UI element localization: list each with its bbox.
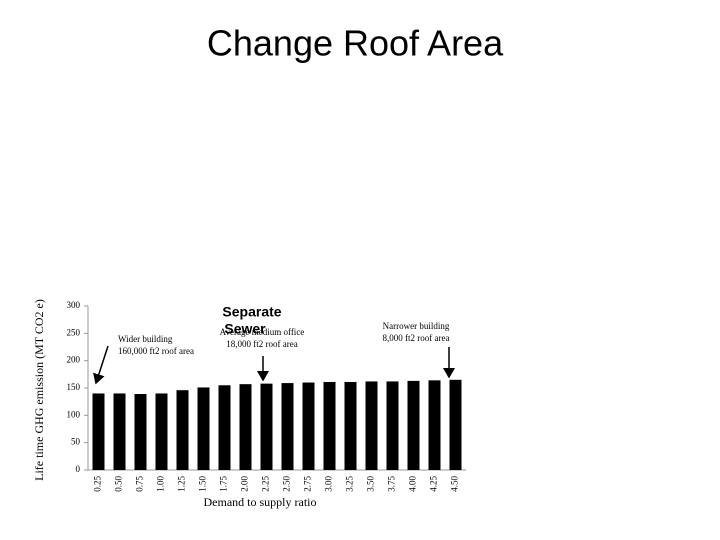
x-tick-label: 0.50 — [114, 476, 124, 492]
y-tick-label: 150 — [67, 382, 81, 392]
x-tick-label: 0.75 — [135, 476, 145, 492]
y-tick-label: 250 — [67, 327, 81, 337]
bar — [134, 394, 147, 470]
bar — [176, 390, 189, 470]
bar — [281, 383, 294, 470]
x-tick-label: 4.25 — [429, 476, 439, 492]
x-tick-label: 1.25 — [177, 476, 187, 492]
annotation: 8,000 ft2 roof area — [383, 333, 450, 343]
annotation: Wider building — [118, 334, 173, 344]
y-tick-label: 0 — [76, 464, 81, 474]
subtitle: Separate — [222, 304, 281, 320]
y-tick-label: 50 — [71, 437, 81, 447]
slide-title: Change Roof Area — [207, 23, 504, 64]
x-tick-label: 3.25 — [345, 476, 355, 492]
bar — [92, 393, 105, 470]
bar — [449, 379, 462, 470]
bar — [323, 381, 336, 470]
bar — [407, 380, 420, 470]
x-tick-label: 2.50 — [282, 476, 292, 492]
bar — [197, 387, 210, 470]
annotation: 160,000 ft2 roof area — [118, 346, 194, 356]
annotation: Narrower building — [383, 321, 450, 331]
x-tick-label: 3.75 — [387, 476, 397, 492]
bar — [386, 381, 399, 470]
x-tick-label: 1.75 — [219, 476, 229, 492]
bar — [218, 385, 231, 470]
bar — [113, 393, 126, 470]
arrow — [93, 345, 109, 385]
annotation: Average medium office — [220, 327, 305, 337]
x-axis-label: Demand to supply ratio — [204, 495, 317, 509]
y-tick-label: 100 — [67, 409, 81, 419]
x-tick-label: 3.50 — [366, 476, 376, 492]
x-tick-label: 2.25 — [261, 476, 271, 492]
x-tick-label: 2.75 — [303, 476, 313, 492]
bar — [365, 381, 378, 470]
x-tick-label: 0.25 — [93, 476, 103, 492]
bar — [344, 381, 357, 470]
x-tick-label: 2.00 — [240, 476, 250, 492]
bar — [239, 384, 252, 470]
x-tick-label: 3.00 — [324, 476, 334, 492]
y-tick-label: 300 — [67, 300, 81, 310]
y-tick-label: 200 — [67, 355, 81, 365]
bar — [155, 393, 168, 470]
y-axis-label: Life time GHG emission (MT CO2 e) — [32, 299, 46, 481]
x-tick-label: 1.50 — [198, 476, 208, 492]
annotation: 18,000 ft2 roof area — [226, 339, 297, 349]
bar — [302, 382, 315, 470]
bar — [428, 380, 441, 470]
bar — [260, 383, 273, 470]
x-tick-label: 1.00 — [156, 476, 166, 492]
x-tick-label: 4.00 — [408, 476, 418, 492]
subtitle: Sewer — [224, 321, 266, 337]
x-tick-label: 4.50 — [450, 476, 460, 492]
